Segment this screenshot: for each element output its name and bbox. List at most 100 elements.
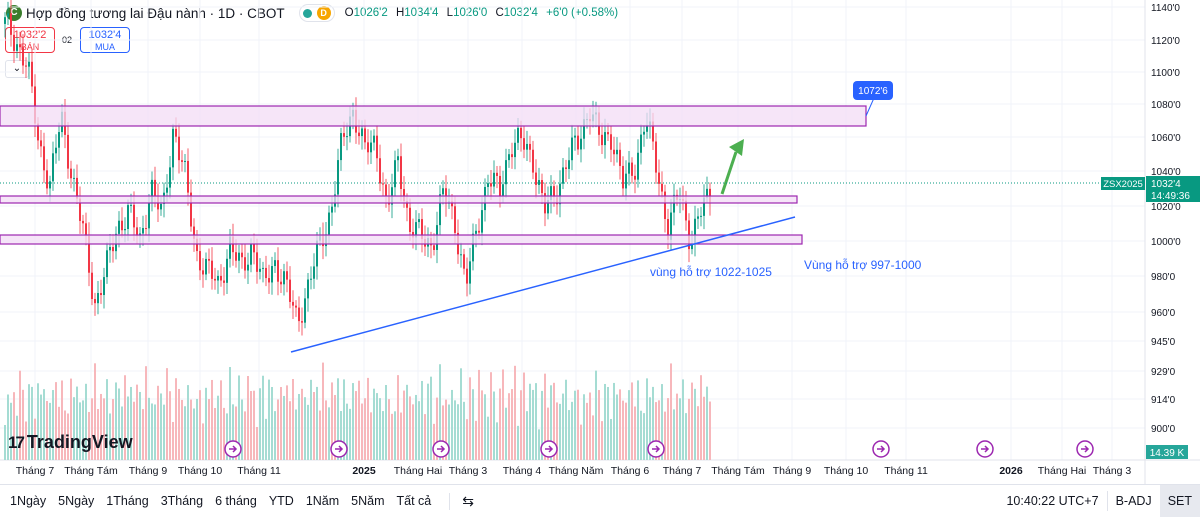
volume-bar: [598, 390, 600, 460]
tradingview-name: TradingView: [26, 432, 133, 452]
candle-body: [610, 134, 612, 150]
range-3m[interactable]: 3Tháng: [160, 494, 204, 508]
volume-bar: [262, 375, 264, 460]
volume-bar: [556, 402, 558, 460]
candle-body: [613, 149, 615, 155]
candle-body: [154, 179, 156, 197]
candle-body: [244, 257, 246, 271]
candle-body: [256, 252, 258, 272]
candle-body: [652, 121, 654, 142]
volume-bar: [439, 364, 441, 460]
volume-bar: [553, 382, 555, 460]
y-tick-label: 1080'0: [1151, 100, 1181, 111]
candle-body: [181, 160, 183, 162]
range-ytd[interactable]: YTD: [268, 494, 294, 508]
candle-body: [604, 132, 606, 146]
candle-body: [85, 223, 87, 236]
y-tick-label: 1020'0: [1151, 202, 1181, 213]
candle-body: [382, 183, 384, 185]
clock-timezone[interactable]: 10:40:22 UTC+7: [1006, 494, 1099, 508]
volume-bar: [88, 411, 90, 460]
candle-body: [697, 216, 699, 219]
candle-body: [193, 226, 195, 239]
candle-body: [79, 198, 81, 221]
volume-bar: [202, 423, 204, 460]
range-1d[interactable]: 1Ngày: [10, 494, 47, 508]
candle-body: [145, 228, 147, 230]
candle-body: [313, 266, 315, 279]
volume-bar: [637, 380, 639, 460]
candle-body: [151, 179, 153, 203]
candle-body: [13, 34, 15, 51]
price-chart[interactable]: 1140'0 1120'0 1100'0 1080'0 1060'0 1040'0 1020…: [0, 0, 1200, 484]
volume-bar: [469, 377, 471, 460]
tradingview-logo[interactable]: 17 TradingView: [8, 432, 133, 453]
volume-bar: [517, 425, 519, 460]
candle-body: [127, 205, 129, 229]
candle-body: [646, 125, 648, 132]
x-tick-label: Tháng 7: [663, 465, 702, 477]
candle-body: [553, 186, 555, 198]
volume-bar: [625, 402, 627, 460]
volume-bar: [349, 408, 351, 460]
volume-bar: [343, 379, 345, 460]
candle-body: [358, 132, 360, 137]
collapse-legend-button[interactable]: ⌄: [5, 60, 29, 78]
range-5d[interactable]: 5Ngày: [58, 494, 95, 508]
candle-body: [265, 267, 267, 279]
calendar-range-icon[interactable]: ⇆: [449, 492, 474, 510]
x-tick-label: Tháng Hai: [1038, 465, 1086, 477]
range-6m[interactable]: 6 tháng: [215, 494, 257, 508]
volume-bar: [463, 401, 465, 460]
trendline: [290, 216, 796, 353]
range-1y[interactable]: 1Năm: [305, 494, 340, 508]
volume-bar: [310, 379, 312, 460]
candle-body: [568, 160, 570, 169]
volume-bar: [703, 396, 705, 460]
range-1m[interactable]: 1Tháng: [106, 494, 149, 508]
volume-bar: [301, 388, 303, 460]
volume-bar: [628, 390, 630, 460]
candle-body: [559, 183, 561, 205]
candle-body: [523, 138, 525, 150]
candle-body: [82, 220, 84, 224]
candle-body: [343, 133, 345, 137]
volume-bar: [91, 398, 93, 460]
volume-bar: [403, 390, 405, 460]
candle-body: [466, 268, 468, 284]
volume-bar: [493, 391, 495, 460]
volume-bar: [613, 382, 615, 460]
volume-bar: [418, 401, 420, 460]
adjust-toggle[interactable]: B-ADJ: [1106, 491, 1160, 511]
volume-bar: [385, 385, 387, 460]
candle-body: [76, 177, 78, 199]
candle-body: [562, 167, 564, 184]
volume-bar: [550, 385, 552, 460]
volume-bar: [358, 380, 360, 460]
range-5y[interactable]: 5Năm: [351, 494, 385, 508]
candle-body: [226, 258, 228, 283]
volume-bar: [256, 426, 258, 460]
volume-bar: [631, 382, 633, 460]
range-all[interactable]: Tất cả: [396, 494, 432, 508]
candle-body: [283, 271, 285, 285]
volume-bar: [649, 397, 651, 460]
volume-bar: [706, 386, 708, 460]
volume-bar: [139, 391, 141, 460]
candle-body: [451, 201, 453, 207]
candle-body: [364, 128, 366, 143]
candle-body: [637, 152, 639, 180]
volume-bar: [229, 367, 231, 460]
candle-body: [130, 204, 132, 206]
volume-bar: [505, 407, 507, 460]
volume-bar: [661, 384, 663, 460]
volume-bar: [676, 393, 678, 460]
volume-bar: [292, 379, 294, 460]
candle-body: [406, 201, 408, 208]
candle-body: [289, 279, 291, 302]
market-status-pill[interactable]: D: [298, 4, 335, 22]
volume-bar: [313, 392, 315, 460]
candle-body: [268, 278, 270, 283]
candle-body: [205, 258, 207, 275]
session-toggle[interactable]: SET: [1159, 485, 1200, 517]
